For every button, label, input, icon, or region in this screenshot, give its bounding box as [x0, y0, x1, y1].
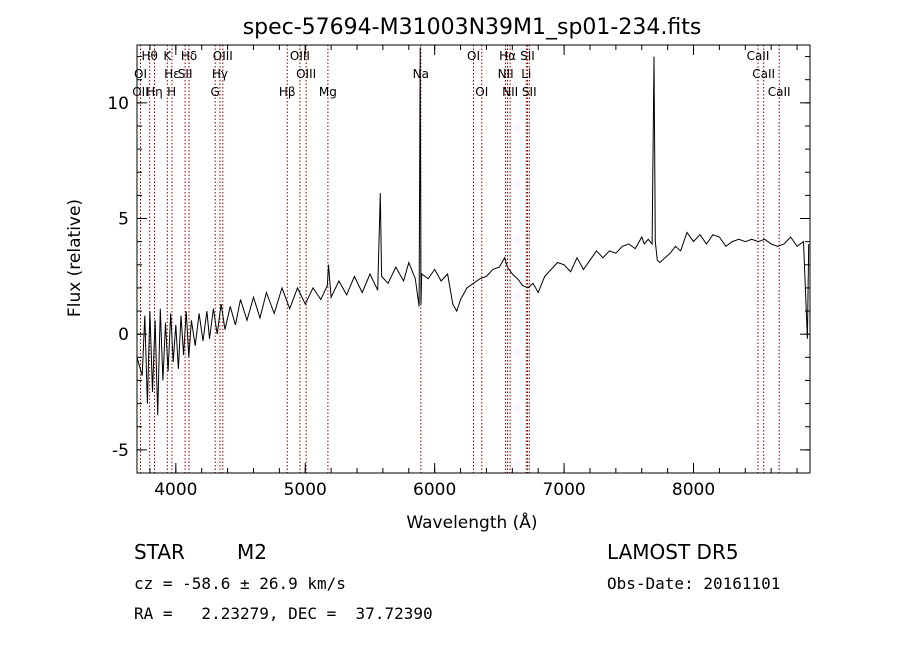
line-marker-label-18: OII: [132, 85, 149, 99]
line-marker-label-23: Mg: [319, 85, 337, 99]
observation-date: Obs-Date: 20161101: [607, 574, 781, 593]
x-tick-label-2: 6000: [413, 480, 456, 500]
y-tick-label-2: 5: [118, 210, 129, 230]
line-marker-label-27: CaII: [768, 85, 791, 99]
line-marker-label-1: K: [163, 49, 172, 63]
x-tick-label-0: 4000: [154, 480, 197, 500]
y-axis-ticks: -5 0 5 10: [107, 56, 810, 474]
line-marker-label-21: G: [211, 85, 220, 99]
chart-title: spec-57694-M31003N39M1_sp01-234.fits: [243, 15, 702, 40]
coordinates: RA = 2.23279, DEC = 37.72390: [134, 604, 433, 623]
object-class: STAR: [134, 540, 185, 564]
line-marker-label-0: Hθ: [141, 49, 157, 63]
line-marker-label-20: H: [167, 85, 176, 99]
x-tick-label-4: 8000: [672, 480, 715, 500]
line-marker-label-14: Na: [413, 67, 429, 81]
line-marker-label-24: OI: [475, 85, 488, 99]
line-marker-label-4: OIII: [290, 49, 310, 63]
x-tick-label-1: 5000: [284, 480, 327, 500]
y-tick-label-0: -5: [112, 441, 129, 461]
line-marker-label-7: SII: [520, 49, 535, 63]
line-marker-label-19: Hη: [146, 85, 163, 99]
line-marker-label-6: Hα: [499, 49, 516, 63]
line-marker-label-13: OIII: [296, 67, 316, 81]
line-marker-label-12: Hγ: [212, 67, 228, 81]
x-axis-label: Wavelength (Å): [406, 511, 537, 533]
line-marker-label-2: Hδ: [181, 49, 197, 63]
y-axis-label: Flux (relative): [65, 199, 85, 317]
survey-name: LAMOST DR5: [607, 540, 739, 564]
line-marker-label-9: OI: [134, 67, 147, 81]
plot-frame: [136, 44, 811, 474]
x-axis-ticks: 4000 5000 6000 7000 8000: [149, 45, 798, 500]
x-tick-label-3: 7000: [542, 480, 585, 500]
line-marker-label-17: CaII: [752, 67, 775, 81]
line-markers: [139, 45, 780, 473]
line-marker-label-15: NII: [498, 67, 514, 81]
line-marker-label-26: SII: [522, 85, 537, 99]
y-tick-label-1: 0: [118, 325, 129, 345]
line-marker-label-5: OI: [467, 49, 480, 63]
line-marker-label-8: CaII: [747, 49, 770, 63]
redshift-velocity: cz = -58.6 ± 26.9 km/s: [134, 574, 346, 593]
spectrum-line: [136, 47, 810, 416]
object-subclass: M2: [237, 540, 267, 564]
line-marker-label-22: Hβ: [279, 85, 296, 99]
line-marker-label-10: Hε: [164, 67, 180, 81]
line-marker-label-25: NII: [502, 85, 518, 99]
line-marker-label-16: Li: [521, 67, 531, 81]
line-marker-label-3: OIII: [213, 49, 233, 63]
y-tick-label-3: 10: [107, 94, 129, 114]
line-marker-label-11: SII: [178, 67, 193, 81]
